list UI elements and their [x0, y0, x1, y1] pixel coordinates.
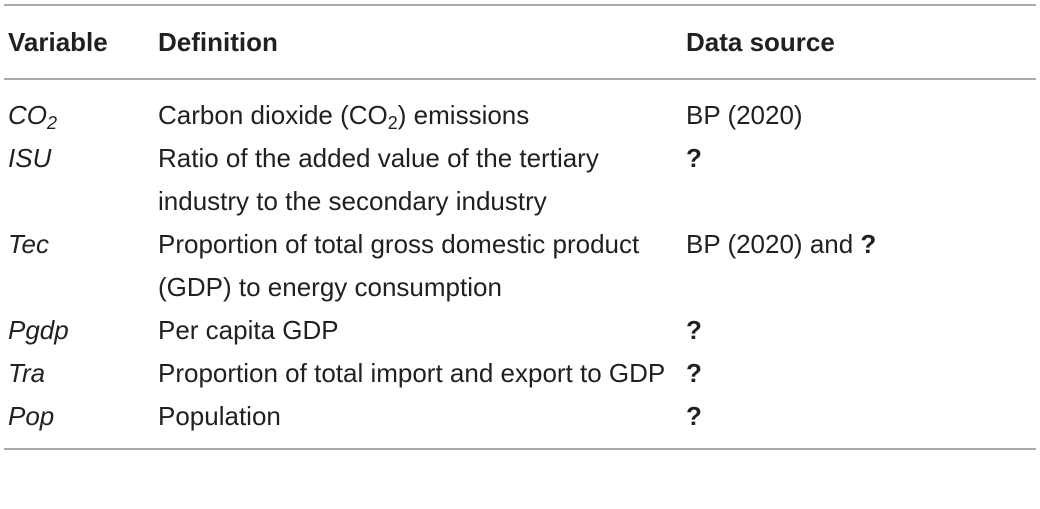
definition-text: Proportion of total gross domestic produ… — [158, 229, 640, 302]
data-source-cell: ? — [686, 395, 1036, 449]
definition-text: Ratio of the added value of the tertiary… — [158, 143, 599, 216]
variable-name: ISU — [8, 143, 52, 173]
definition-cell: Per capita GDP — [158, 309, 686, 352]
table-row: ISU Ratio of the added value of the tert… — [4, 137, 1036, 223]
variable-cell: Tec — [4, 223, 158, 309]
data-source-cell: BP (2020) — [686, 79, 1036, 137]
definition-cell: Proportion of total gross domestic produ… — [158, 223, 686, 309]
header-data-source: Data source — [686, 26, 835, 57]
table-row: Pop Population ? — [4, 395, 1036, 449]
variable-cell: Tra — [4, 352, 158, 395]
data-source-mark: ? — [686, 315, 702, 345]
header-definition: Definition — [158, 26, 278, 57]
variable-cell: ISU — [4, 137, 158, 223]
variables-table-container: Variable Definition Data source CO2 Carb… — [4, 0, 1036, 450]
data-source-mark: ? — [686, 143, 702, 173]
definition-text: Carbon dioxide (CO — [158, 100, 388, 130]
data-source-cell: ? — [686, 352, 1036, 395]
table-header: Variable Definition Data source — [4, 5, 1036, 79]
table-body: CO2 Carbon dioxide (CO2) emissions BP (2… — [4, 79, 1036, 449]
variable-subscript: 2 — [47, 113, 58, 133]
data-source-cell: ? — [686, 309, 1036, 352]
header-row: Variable Definition Data source — [4, 5, 1036, 79]
definition-cell: Ratio of the added value of the tertiary… — [158, 137, 686, 223]
table-row: Pgdp Per capita GDP ? — [4, 309, 1036, 352]
variables-table: Variable Definition Data source CO2 Carb… — [4, 4, 1036, 450]
data-source-text: BP (2020) and — [686, 229, 861, 259]
variable-name: Pop — [8, 401, 55, 431]
definition-text-after: ) emissions — [397, 100, 530, 130]
variable-name: Pgdp — [8, 315, 69, 345]
data-source-cell: BP (2020) and ? — [686, 223, 1036, 309]
data-source-mark: ? — [686, 358, 702, 388]
table-row: Tra Proportion of total import and expor… — [4, 352, 1036, 395]
variable-cell: Pgdp — [4, 309, 158, 352]
definition-cell: Proportion of total import and export to… — [158, 352, 686, 395]
definition-text: Proportion of total import and export to… — [158, 358, 666, 388]
data-source-cell: ? — [686, 137, 1036, 223]
variable-name: CO — [8, 100, 47, 130]
definition-cell: Carbon dioxide (CO2) emissions — [158, 79, 686, 137]
data-source-mark: ? — [860, 229, 877, 259]
data-source-text: BP (2020) — [686, 100, 803, 130]
table-row: Tec Proportion of total gross domestic p… — [4, 223, 1036, 309]
header-variable: Variable — [8, 26, 108, 57]
definition-cell: Population — [158, 395, 686, 449]
definition-text: Population — [158, 401, 281, 431]
variable-name: Tec — [8, 229, 49, 259]
data-source-mark: ? — [686, 401, 702, 431]
table-row: CO2 Carbon dioxide (CO2) emissions BP (2… — [4, 79, 1036, 137]
variable-name: Tra — [8, 358, 46, 388]
variable-cell: Pop — [4, 395, 158, 449]
variable-cell: CO2 — [4, 79, 158, 137]
definition-subscript: 2 — [387, 113, 398, 133]
definition-text: Per capita GDP — [158, 315, 339, 345]
